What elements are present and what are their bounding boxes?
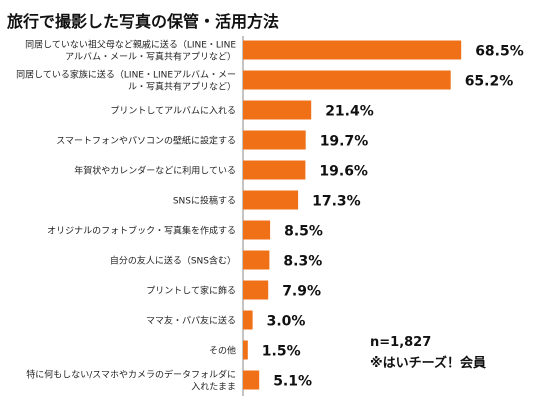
category-label-0-line-0: 同居していない祖父母など親戚に送る（LINE・LINE bbox=[25, 39, 236, 51]
bar-5 bbox=[243, 190, 299, 210]
bar-0 bbox=[243, 40, 462, 60]
value-label-9: 3.0% bbox=[267, 314, 306, 330]
bar-6 bbox=[243, 220, 271, 240]
value-label-8: 7.9% bbox=[282, 284, 321, 300]
bar-9 bbox=[243, 310, 253, 330]
value-label-0: 68.5% bbox=[475, 44, 524, 60]
category-label-3: スマートフォンやパソコンの壁紙に設定する bbox=[56, 135, 236, 147]
category-label-4: 年賀状やカレンダーなどに利用している bbox=[74, 165, 236, 177]
value-label-10: 1.5% bbox=[262, 344, 301, 360]
category-label-11-line-0: 特に何もしない/スマホやカメラのデータフォルダに bbox=[26, 369, 236, 381]
sample-size-note: n=1,827 bbox=[370, 335, 432, 350]
bar-2 bbox=[243, 100, 312, 120]
value-label-4: 19.6% bbox=[319, 164, 368, 180]
value-label-5: 17.3% bbox=[312, 194, 361, 210]
category-label-8: プリントして家に飾る bbox=[146, 285, 236, 297]
value-label-3: 19.7% bbox=[320, 134, 369, 150]
value-label-6: 8.5% bbox=[284, 224, 323, 240]
category-label-2: プリントしてアルバムに入れる bbox=[110, 106, 236, 117]
category-label-10: その他 bbox=[209, 345, 236, 357]
category-label-6: オリジナルのフォトブック・写真集を作成する bbox=[47, 225, 236, 237]
category-label-7: 自分の友人に送る（SNS含む） bbox=[110, 255, 236, 267]
source-note: ※はいチーズ！会員 bbox=[370, 356, 486, 371]
bar-8 bbox=[243, 280, 269, 300]
value-label-2: 21.4% bbox=[325, 104, 374, 120]
category-label-0-line-1: アルバム・メール・写真共有アプリなど） bbox=[65, 51, 236, 63]
bar-3 bbox=[243, 130, 306, 150]
value-label-1: 65.2% bbox=[465, 74, 514, 90]
category-label-11-line-1: 入れたまま bbox=[191, 382, 236, 393]
category-label-5: SNSに投稿する bbox=[173, 195, 236, 207]
chart-title: 旅行で撮影した写真の保管・活用方法 bbox=[7, 12, 280, 31]
category-label-1-line-1: ル・写真共有アプリなど） bbox=[128, 81, 236, 93]
bar-11 bbox=[243, 370, 260, 390]
bar-7 bbox=[243, 250, 270, 270]
bar-1 bbox=[243, 70, 451, 90]
bar-10 bbox=[243, 340, 248, 360]
value-label-7: 8.3% bbox=[283, 254, 322, 270]
value-label-11: 5.1% bbox=[273, 374, 312, 390]
category-label-9: ママ友・パパ友に送る bbox=[146, 315, 236, 327]
category-label-1-line-0: 同居している家族に送る（LINE・LINEアルバム・メー bbox=[16, 69, 236, 81]
bar-4 bbox=[243, 160, 306, 180]
